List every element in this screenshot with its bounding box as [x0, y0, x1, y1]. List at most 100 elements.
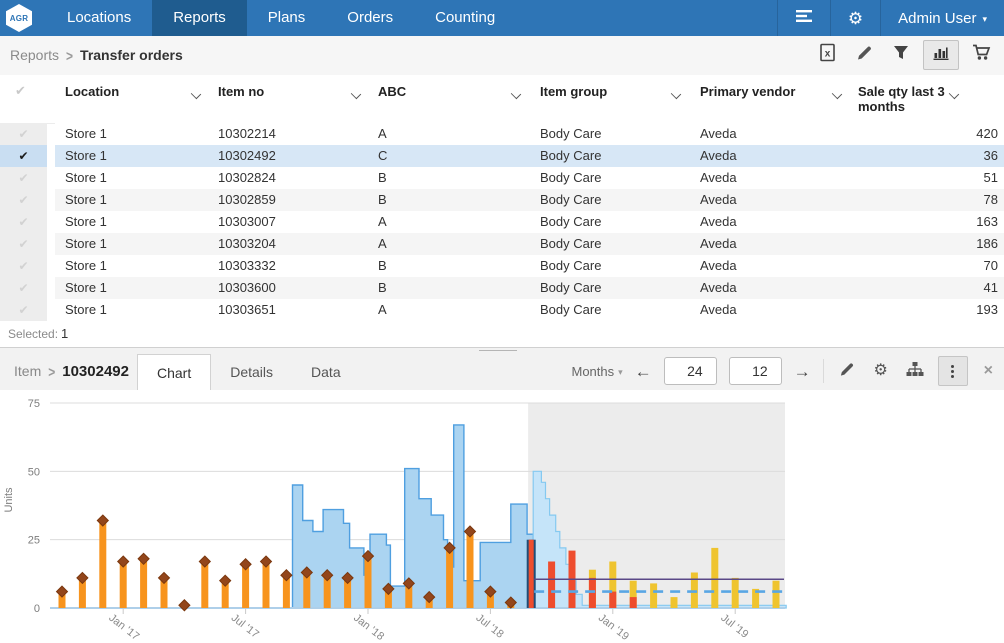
column-header-sale-qty-last-3-months[interactable]: Sale qty last 3 months [858, 84, 945, 114]
table-cell: Body Care [540, 170, 602, 185]
table-cell: 10303651 [218, 302, 276, 317]
table-cell: Store 1 [65, 302, 107, 317]
table-cell: Body Care [540, 258, 602, 273]
nav-item-reports[interactable]: Reports [152, 0, 247, 36]
user-menu-label: Admin User [898, 9, 977, 27]
nav-item-plans[interactable]: Plans [267, 9, 306, 26]
row-check-icon[interactable]: ✔ [0, 145, 47, 167]
shift-right-button[interactable]: → [793, 361, 811, 381]
table-cell: 36 [983, 148, 998, 163]
table-cell: Store 1 [65, 280, 107, 295]
tab-data[interactable]: Data [311, 364, 341, 380]
column-filter-chevron-icon[interactable] [350, 88, 362, 100]
forecast-chart[interactable]: Jan '17 Jul '17 Jan '18 Jul '18 Jan '19 Jul '… [0, 390, 1004, 643]
row-check-icon[interactable]: ✔ [0, 255, 47, 277]
select-all-check-icon[interactable]: ✔ [15, 83, 26, 98]
column-filter-chevron-icon[interactable] [831, 88, 843, 100]
row-check-icon[interactable]: ✔ [0, 277, 47, 299]
settings-button[interactable]: ⚙ [829, 0, 880, 36]
table-body: ✔ Store 1 10302214 A Body Care Aveda 420 ✔ Store… [0, 123, 1004, 321]
column-header-item-no[interactable]: Item no [218, 84, 265, 99]
filter-button[interactable] [886, 41, 916, 69]
svg-text:50: 50 [28, 466, 40, 478]
row-check-icon[interactable]: ✔ [0, 123, 47, 145]
list-view-button[interactable] [776, 0, 830, 36]
svg-text:Jul '17: Jul '17 [229, 612, 261, 641]
table-cell: Aveda [700, 302, 737, 317]
nav-menu: Locations Reports Plans Orders Counting [46, 0, 516, 36]
table-cell: A [378, 214, 387, 229]
detail-controls: Months ▾ ← → ⚙ × [571, 352, 997, 390]
column-header-item-group[interactable]: Item group [540, 84, 608, 99]
row-check-icon[interactable]: ✔ [0, 233, 47, 255]
item-breadcrumb-current: 10302492 [62, 363, 129, 380]
svg-text:Jul '18: Jul '18 [474, 612, 506, 641]
table-header: ✔ Location Item no ABC Item group Primary ve… [0, 75, 1004, 124]
table-cell: Store 1 [65, 258, 107, 273]
order-basket-button[interactable] [966, 41, 996, 69]
row-check-icon[interactable]: ✔ [0, 189, 47, 211]
table-row[interactable]: ✔ Store 1 10303007 A Body Care Aveda 163 [0, 211, 1004, 233]
sitemap-icon [906, 361, 924, 382]
report-toolbar: x [812, 36, 996, 74]
edit-item-button[interactable] [836, 360, 858, 382]
row-check-icon[interactable]: ✔ [0, 167, 47, 189]
column-filter-chevron-icon[interactable] [670, 88, 682, 100]
column-header-abc[interactable]: ABC [378, 84, 407, 99]
table-cell: Aveda [700, 126, 737, 141]
table-cell: 10302824 [218, 170, 276, 185]
column-filter-chevron-icon[interactable] [190, 88, 202, 100]
table-row[interactable]: ✔ Store 1 10302859 B Body Care Aveda 78 [0, 189, 1004, 211]
svg-text:Jan '19: Jan '19 [596, 612, 631, 643]
future-months-input[interactable] [728, 357, 782, 385]
period-unit-dropdown[interactable]: Months ▾ [571, 364, 622, 379]
close-icon[interactable]: × [983, 362, 993, 379]
tab-details[interactable]: Details [230, 364, 274, 380]
history-months-input[interactable] [663, 357, 717, 385]
column-header-location[interactable]: Location [65, 84, 120, 99]
table-cell: B [378, 258, 387, 273]
agr-logo[interactable]: AGR [0, 0, 38, 36]
export-excel-button[interactable]: x [812, 41, 842, 69]
chart-toggle-button[interactable] [923, 40, 959, 70]
table-row[interactable]: ✔ Store 1 10303600 B Body Care Aveda 41 [0, 277, 1004, 299]
breadcrumb-chevron-icon: > [66, 47, 74, 65]
tab-chart[interactable]: Chart [137, 354, 212, 390]
table-row[interactable]: ✔ Store 1 10302214 A Body Care Aveda 420 [0, 123, 1004, 145]
column-filter-chevron-icon[interactable] [510, 88, 522, 100]
filter-icon [893, 45, 909, 65]
table-cell: B [378, 192, 387, 207]
table-row[interactable]: ✔ Store 1 10303651 A Body Care Aveda 193 [0, 299, 1004, 321]
item-breadcrumb: Item >10302492 [14, 352, 129, 391]
shift-left-button[interactable]: ← [634, 361, 652, 381]
table-cell: Aveda [700, 258, 737, 273]
table-row[interactable]: ✔ Store 1 10303204 A Body Care Aveda 186 [0, 233, 1004, 255]
item-settings-button[interactable]: ⚙ [870, 360, 892, 382]
table-cell: 163 [976, 214, 998, 229]
breadcrumb-chevron-icon: > [48, 363, 56, 381]
edit-button[interactable] [849, 41, 879, 69]
gear-icon: ⚙ [847, 8, 864, 28]
table-cell: A [378, 126, 387, 141]
table-cell: Body Care [540, 280, 602, 295]
table-cell: B [378, 280, 387, 295]
nav-item-locations[interactable]: Locations [67, 9, 132, 26]
table-row[interactable]: ✔ Store 1 10302824 B Body Care Aveda 51 [0, 167, 1004, 189]
more-options-button[interactable] [937, 356, 968, 386]
table-cell: Store 1 [65, 214, 107, 229]
divider [822, 359, 824, 383]
hierarchy-button[interactable] [904, 360, 926, 382]
row-check-icon[interactable]: ✔ [0, 299, 47, 321]
user-menu[interactable]: Admin User ▾ [880, 0, 1004, 36]
table-row[interactable]: ✔ Store 1 10302492 C Body Care Aveda 36 [0, 145, 1004, 167]
row-check-icon[interactable]: ✔ [0, 211, 47, 233]
column-header-primary-vendor[interactable]: Primary vendor [700, 84, 796, 99]
svg-text:Units: Units [3, 487, 15, 513]
table-cell: Store 1 [65, 236, 107, 251]
table-row[interactable]: ✔ Store 1 10303332 B Body Care Aveda 70 [0, 255, 1004, 277]
breadcrumb-parent[interactable]: Reports [10, 47, 60, 63]
nav-item-counting[interactable]: Counting [435, 9, 496, 26]
table-cell: Store 1 [65, 148, 107, 163]
nav-item-orders[interactable]: Orders [347, 9, 394, 26]
bar-chart-icon [932, 44, 950, 66]
